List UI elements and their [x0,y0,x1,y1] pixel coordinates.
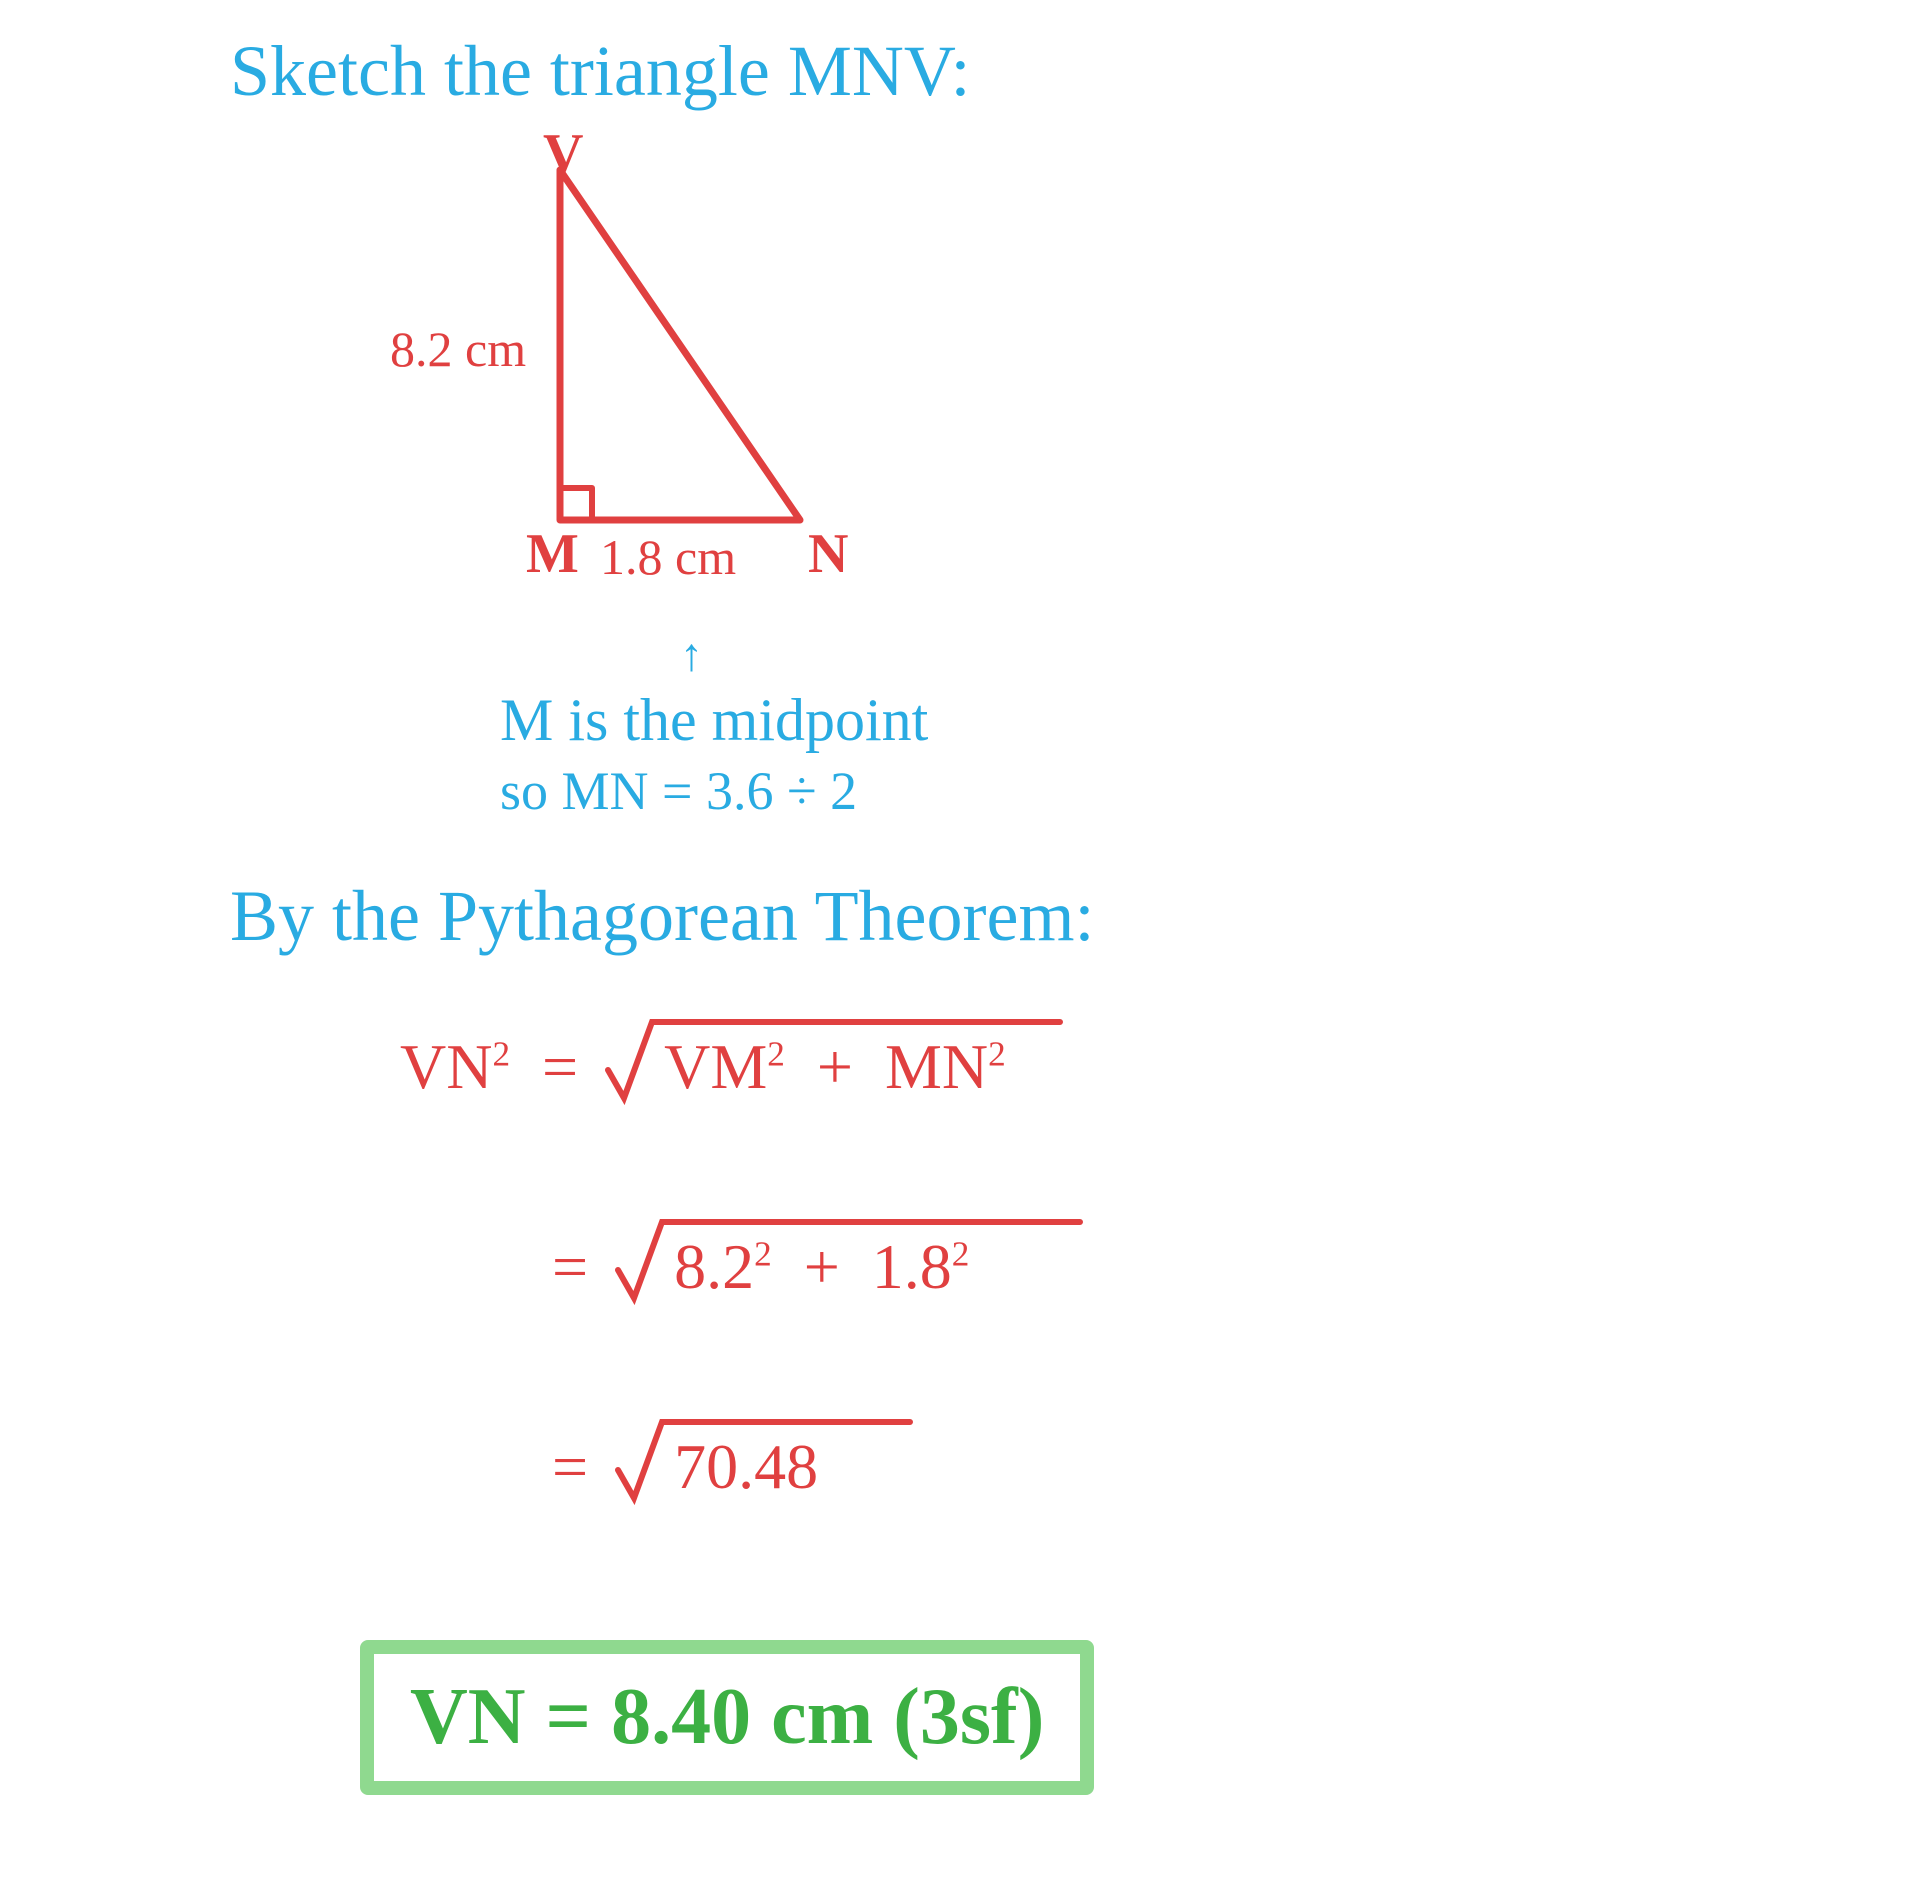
arrow-up-icon: ↑ [680,628,703,681]
sqrt-icon-1 [604,1014,1064,1110]
equation-3: = 70.48 [552,1430,818,1504]
page-root: Sketch the triangle MNV: V M N 8.2 cm 1.… [0,0,1912,1882]
equation-2: = 8.22 + 1.82 [552,1230,969,1304]
vertex-M-label: M [526,522,579,586]
side-VM-label: 8.2 cm [390,320,526,378]
eq1-lhs: VN [400,1031,492,1102]
answer-text: VN = 8.40 cm (3sf) [410,1673,1044,1761]
right-angle-icon [560,488,592,520]
vertex-V-label: V [543,122,583,186]
title-text: Sketch the triangle MNV: [230,30,971,113]
theorem-heading: By the Pythagorean Theorem: [230,875,1094,958]
sq-1: 2 [492,1035,510,1074]
equation-1: VN2 = VM2 + MN2 [400,1030,1006,1104]
sqrt-icon-2 [614,1214,1084,1310]
midpoint-note-line2: so MN = 3.6 ÷ 2 [500,760,857,822]
answer-box: VN = 8.40 cm (3sf) [360,1640,1094,1795]
triangle-path [560,170,800,520]
vertex-N-label: N [808,522,848,586]
triangle-diagram: V M N 8.2 cm 1.8 cm [360,150,1060,630]
side-MN-label: 1.8 cm [600,528,736,586]
sqrt-icon-3 [614,1414,914,1510]
midpoint-note-line1: M is the midpoint [500,686,928,755]
